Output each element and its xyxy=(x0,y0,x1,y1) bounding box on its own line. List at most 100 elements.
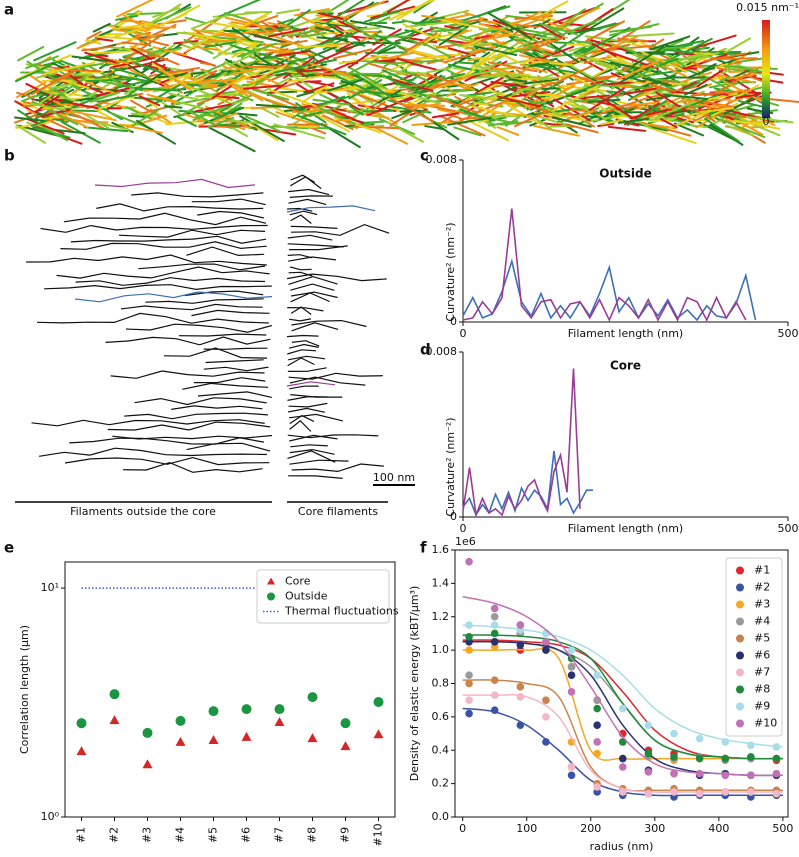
filament xyxy=(474,34,493,40)
filament-trace xyxy=(287,307,324,312)
data-point xyxy=(490,691,499,699)
filament xyxy=(316,86,360,94)
filament xyxy=(157,71,205,79)
filament xyxy=(286,74,324,83)
filament xyxy=(555,17,602,39)
filament xyxy=(189,77,205,84)
filament xyxy=(207,116,235,129)
filament-trace xyxy=(290,214,312,224)
filament xyxy=(307,45,355,67)
filament xyxy=(448,82,474,87)
filament-trace xyxy=(163,347,268,359)
filament xyxy=(231,68,266,85)
filament xyxy=(578,116,595,125)
filament-trace xyxy=(289,448,335,455)
filament xyxy=(133,87,180,92)
legend-marker xyxy=(736,702,744,711)
filament-trace xyxy=(288,188,330,196)
filament-trace xyxy=(289,245,348,251)
filament-trace xyxy=(56,266,270,279)
filament xyxy=(529,105,551,114)
filament xyxy=(15,124,47,144)
legend-marker xyxy=(736,685,744,694)
filament xyxy=(566,43,587,46)
filament xyxy=(130,112,162,117)
x-tick-label: 500 xyxy=(772,822,793,835)
filament xyxy=(571,53,619,69)
data-line xyxy=(462,258,757,322)
y-tick-label: 0 xyxy=(450,510,457,523)
legend-label: #9 xyxy=(754,700,770,713)
legend-label: #7 xyxy=(754,666,770,679)
filament-trace xyxy=(286,205,376,213)
data-point xyxy=(772,769,781,778)
filament xyxy=(518,28,558,37)
filament xyxy=(71,113,95,123)
filament xyxy=(345,109,363,113)
filament-trace xyxy=(107,421,271,431)
data-point xyxy=(567,646,576,654)
filament xyxy=(530,64,576,74)
filament xyxy=(669,109,712,129)
x-axis-label: radius (nm) xyxy=(590,840,654,853)
filament-trace xyxy=(38,447,267,457)
data-point xyxy=(241,704,252,715)
filament xyxy=(82,112,110,130)
filament xyxy=(384,104,432,114)
filament xyxy=(514,36,568,40)
filament xyxy=(631,81,669,101)
x-tick-label: 400 xyxy=(708,822,729,835)
filament xyxy=(453,35,481,46)
data-point xyxy=(618,754,627,763)
filament-trace xyxy=(203,366,269,372)
filament xyxy=(243,90,288,107)
filament xyxy=(533,124,580,137)
data-point xyxy=(465,696,473,704)
data-point xyxy=(465,671,473,679)
panel-label: d xyxy=(420,341,431,359)
filament-trace xyxy=(64,456,270,466)
filament xyxy=(443,67,459,77)
data-point xyxy=(618,788,627,796)
filament-trace xyxy=(94,178,256,189)
filament xyxy=(388,96,435,123)
filament xyxy=(125,35,160,60)
filament xyxy=(216,125,240,129)
filament xyxy=(594,61,624,73)
filament xyxy=(16,91,31,98)
filament xyxy=(635,57,674,79)
filament xyxy=(133,36,170,47)
filament xyxy=(152,46,187,57)
panel-label: b xyxy=(4,147,15,165)
filament-trace xyxy=(290,225,338,229)
filament xyxy=(316,95,346,107)
filament-trace xyxy=(288,256,337,262)
filament xyxy=(490,80,535,89)
filament-trace xyxy=(69,437,265,445)
filament xyxy=(309,62,355,79)
x-tick-label: #10 xyxy=(372,823,385,846)
data-point xyxy=(644,789,653,798)
data-point xyxy=(175,736,186,746)
y-axis-label: Curvature² (nm⁻²) xyxy=(444,222,457,321)
filament xyxy=(682,81,698,90)
filament xyxy=(748,96,799,104)
filament xyxy=(271,125,309,130)
data-point xyxy=(670,729,678,738)
filament xyxy=(647,126,697,145)
data-point xyxy=(670,753,678,761)
filament xyxy=(267,21,293,29)
data-point xyxy=(542,713,550,721)
filament xyxy=(236,38,259,45)
filament xyxy=(632,46,665,67)
filament xyxy=(402,109,429,124)
x-tick-label: #3 xyxy=(141,827,154,843)
filament xyxy=(230,65,249,72)
filament xyxy=(165,72,191,84)
filament xyxy=(202,85,219,89)
filament xyxy=(131,46,167,65)
filament xyxy=(301,31,327,38)
filament xyxy=(713,37,751,60)
filament xyxy=(290,73,314,89)
filament-trace xyxy=(171,405,263,410)
